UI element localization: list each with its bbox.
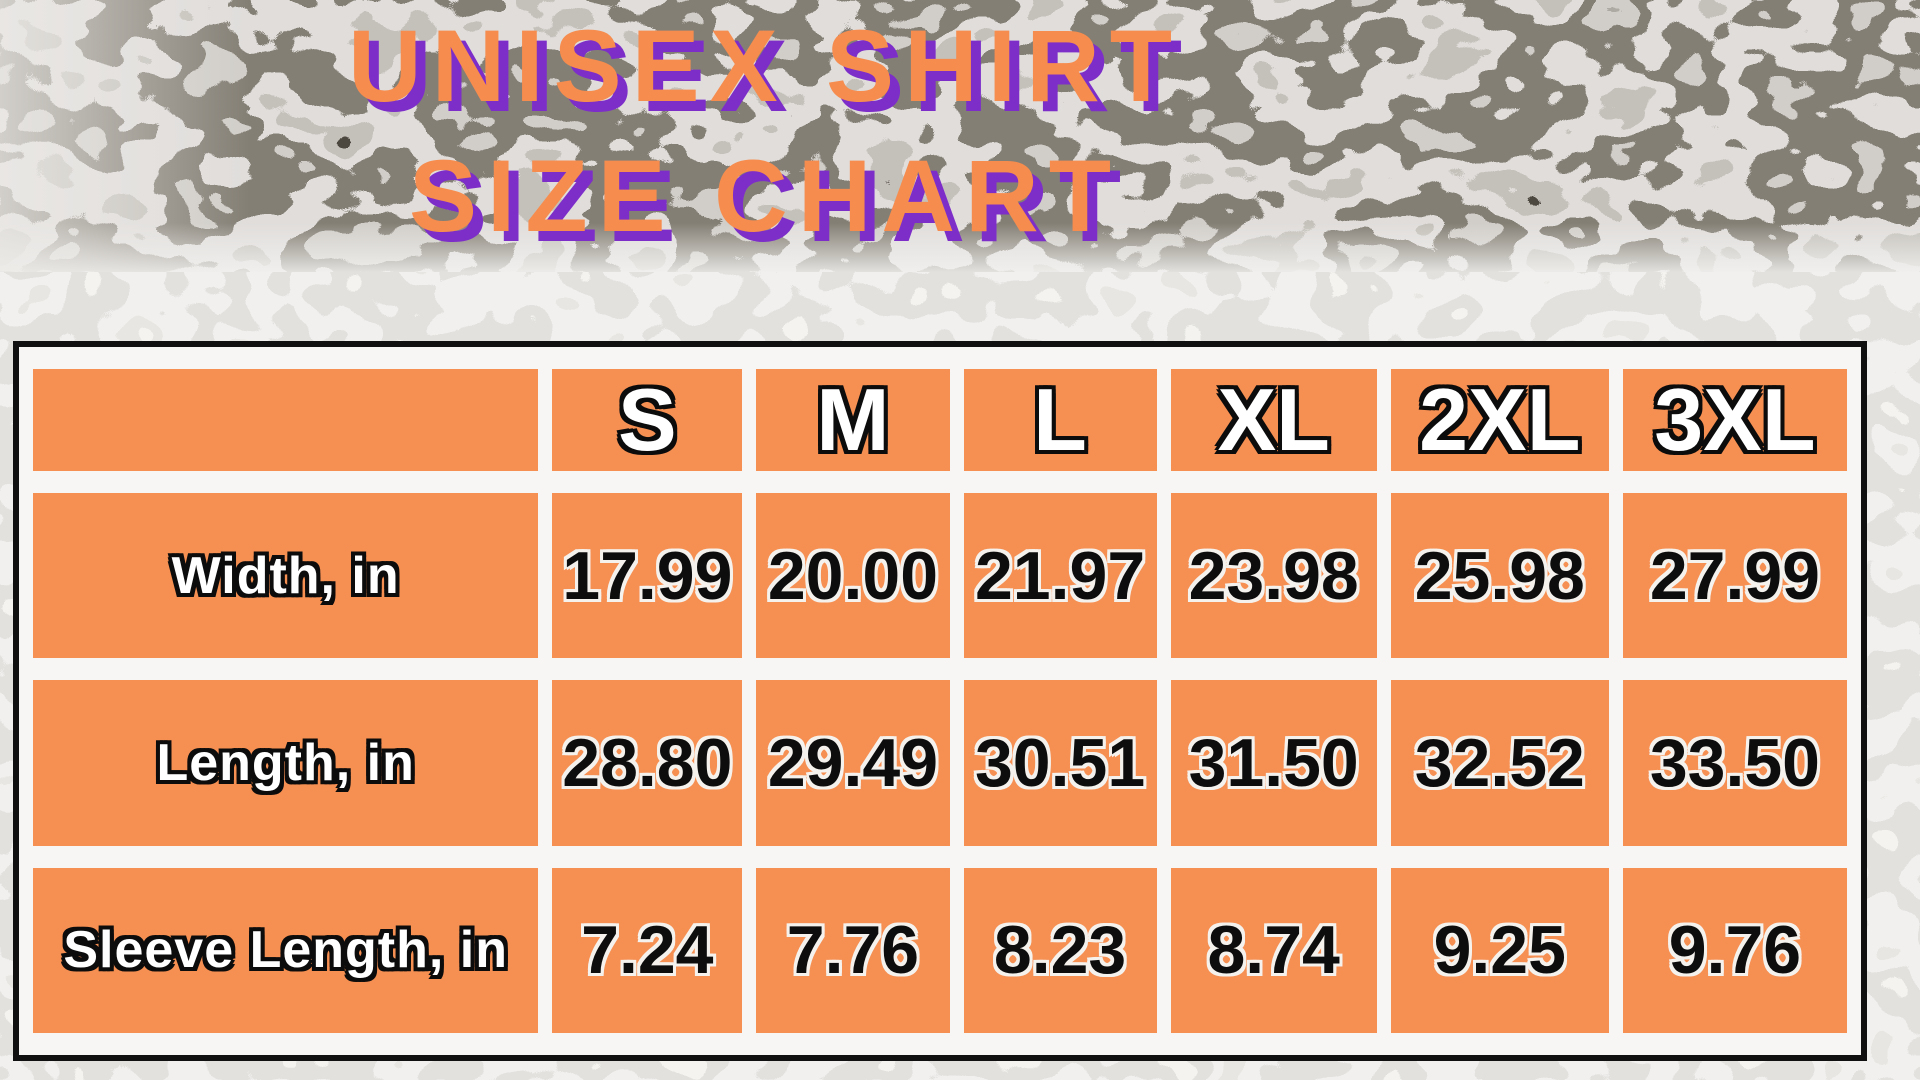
column-header-3xl: 3XL bbox=[1622, 369, 1847, 471]
length-s: 28.80 bbox=[552, 680, 743, 846]
column-header-m: M bbox=[756, 369, 950, 471]
corner-cell bbox=[33, 369, 539, 471]
sleeve-3xl: 9.76 bbox=[1622, 867, 1847, 1033]
table-row-width: Width, in 17.99 20.00 21.97 23.98 25.98 … bbox=[33, 493, 1847, 659]
sleeve-xl: 8.74 bbox=[1170, 867, 1377, 1033]
row-label-width: Width, in bbox=[33, 493, 539, 659]
width-s: 17.99 bbox=[552, 493, 743, 659]
width-2xl: 25.98 bbox=[1390, 493, 1609, 659]
size-chart-table: S M L XL 2XL 3XL Width, in 17.99 20.00 2… bbox=[19, 347, 1861, 1055]
length-l: 30.51 bbox=[963, 680, 1157, 846]
width-xl: 23.98 bbox=[1170, 493, 1377, 659]
column-header-xl: XL bbox=[1170, 369, 1377, 471]
width-3xl: 27.99 bbox=[1622, 493, 1847, 659]
page-title-line1: UNISEX SHIRT bbox=[347, 9, 1183, 123]
table-row-length: Length, in 28.80 29.49 30.51 31.50 32.52… bbox=[33, 680, 1847, 846]
sleeve-m: 7.76 bbox=[756, 867, 950, 1033]
sleeve-2xl: 9.25 bbox=[1390, 867, 1609, 1033]
column-header-l: L bbox=[963, 369, 1157, 471]
length-3xl: 33.50 bbox=[1622, 680, 1847, 846]
page-title-line2: SIZE CHART bbox=[409, 138, 1121, 253]
header-row: S M L XL 2XL 3XL bbox=[33, 369, 1847, 471]
length-2xl: 32.52 bbox=[1390, 680, 1609, 846]
row-label-length: Length, in bbox=[33, 680, 539, 846]
sleeve-s: 7.24 bbox=[552, 867, 743, 1033]
column-header-s: S bbox=[552, 369, 743, 471]
width-l: 21.97 bbox=[963, 493, 1157, 659]
size-chart-container: S M L XL 2XL 3XL Width, in 17.99 20.00 2… bbox=[13, 341, 1867, 1061]
width-m: 20.00 bbox=[756, 493, 950, 659]
table-row-sleeve: Sleeve Length, in 7.24 7.76 8.23 8.74 9.… bbox=[33, 867, 1847, 1033]
row-label-sleeve: Sleeve Length, in bbox=[33, 867, 539, 1033]
sleeve-l: 8.23 bbox=[963, 867, 1157, 1033]
length-xl: 31.50 bbox=[1170, 680, 1377, 846]
column-header-2xl: 2XL bbox=[1390, 369, 1609, 471]
page-title: UNISEX SHIRT SIZE CHART bbox=[0, 2, 1530, 261]
length-m: 29.49 bbox=[756, 680, 950, 846]
